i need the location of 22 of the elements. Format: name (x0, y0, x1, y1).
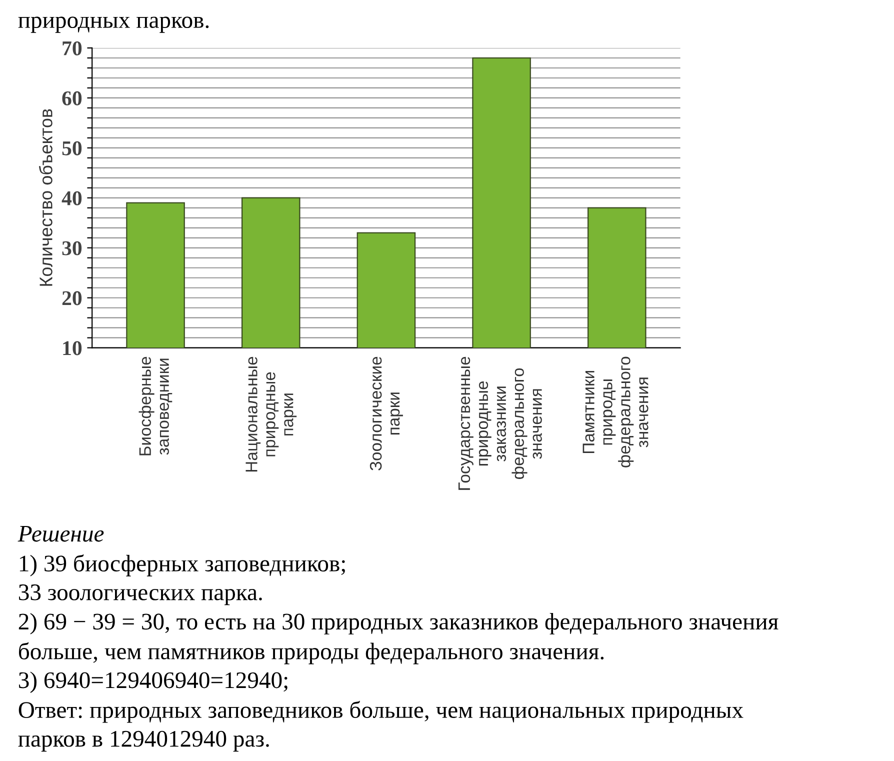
y-tick-label: 50 (62, 141, 82, 156)
text: Ответ: природных заповедников больше, чем национальных природных (18, 700, 744, 723)
x-tick-label: Национальные природные парки (246, 356, 297, 472)
y-tick-label: 20 (62, 291, 82, 306)
y-tick-label: 40 (62, 191, 82, 206)
y-axis-title: Количество объектов (38, 109, 52, 286)
y-tick-label: 60 (62, 91, 82, 106)
text: 1) 39 биосферных заповедников; (20, 554, 345, 576)
text: Решение (18, 526, 104, 542)
text: парков в 1294012940 раз. (18, 730, 269, 752)
text: 33 зоологических парка. (19, 584, 262, 606)
x-tick-label: Биосферные заповедники (138, 356, 172, 456)
y-tick-label: 10 (63, 341, 82, 356)
y-tick-label: 70 (62, 41, 82, 56)
text: 3) 6940=129406940=12940; (19, 672, 288, 693)
text: природных парков. (18, 16, 209, 33)
x-tick-label: Государственные природные заказники федерального значения (458, 356, 542, 490)
y-tick-label: 30 (62, 241, 82, 256)
text: 2) 69 − 39 = 30, то есть на 30 природных заказников федерального значения (18, 612, 778, 634)
x-tick-label: Зоологические парки (370, 356, 403, 471)
text: больше, чем памятников природы федерального значения. (18, 642, 604, 664)
x-tick-label: Памятники природы федерального значения (582, 356, 648, 468)
